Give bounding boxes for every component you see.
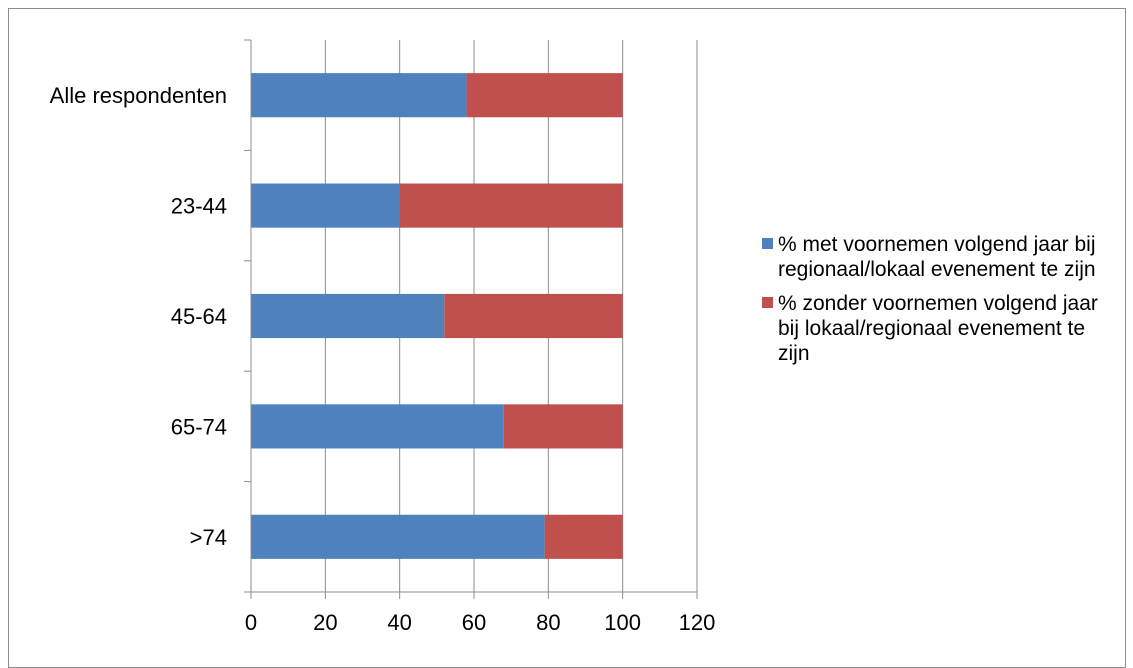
x-tick-label: 40: [387, 610, 411, 635]
legend-label-series-1: % met voornemen volgend jaar bij regiona…: [778, 233, 1096, 281]
axis-labels: 0 20 40 60 80 100 120 Alle respondenten 23-44 45-…: [50, 83, 716, 635]
x-tick-label: 0: [245, 610, 257, 635]
x-tick-label: 80: [536, 610, 560, 635]
y-category-label: 65-74: [171, 414, 227, 439]
bar-series-1-23-44: [251, 183, 400, 228]
x-tick-label: 60: [462, 610, 486, 635]
x-tick-label: 100: [604, 610, 641, 635]
y-category-label: 45-64: [171, 304, 227, 329]
legend-swatch-series-1: [762, 238, 773, 249]
stacked-bar-chart: 0 20 40 60 80 100 120 Alle respondenten 23-44 45-…: [50, 39, 716, 635]
bar-series-2-45-64: [444, 293, 623, 339]
bar-series-1->74: [251, 514, 545, 559]
legend-item-series-1: % met voornemen volgend jaar bij regiona…: [762, 232, 1112, 282]
legend: % met voornemen volgend jaar bij regiona…: [762, 232, 1112, 375]
legend-label-series-2: % zonder voornemen volgend jaar bij loka…: [778, 292, 1098, 365]
bar-series-2-23-44: [399, 183, 623, 228]
gridlines: [324, 40, 698, 592]
y-category-label: >74: [190, 525, 227, 550]
legend-swatch-series-2: [762, 297, 773, 308]
y-category-label: 23-44: [171, 194, 227, 219]
bar-series-2->74: [544, 514, 623, 559]
legend-item-series-2: % zonder voornemen volgend jaar bij loka…: [762, 291, 1112, 366]
x-tick-label: 20: [313, 610, 337, 635]
bar-series-1-45-64: [251, 293, 445, 339]
bars: [251, 73, 623, 559]
bar-series-2-65-74: [503, 404, 623, 449]
bar-series-1-Alle respondenten: [251, 73, 467, 118]
x-tick-label: 120: [679, 610, 716, 635]
axes: [244, 39, 698, 599]
bar-series-2-Alle respondenten: [466, 73, 623, 118]
bar-series-1-65-74: [251, 404, 504, 449]
y-category-label: Alle respondenten: [50, 83, 227, 108]
